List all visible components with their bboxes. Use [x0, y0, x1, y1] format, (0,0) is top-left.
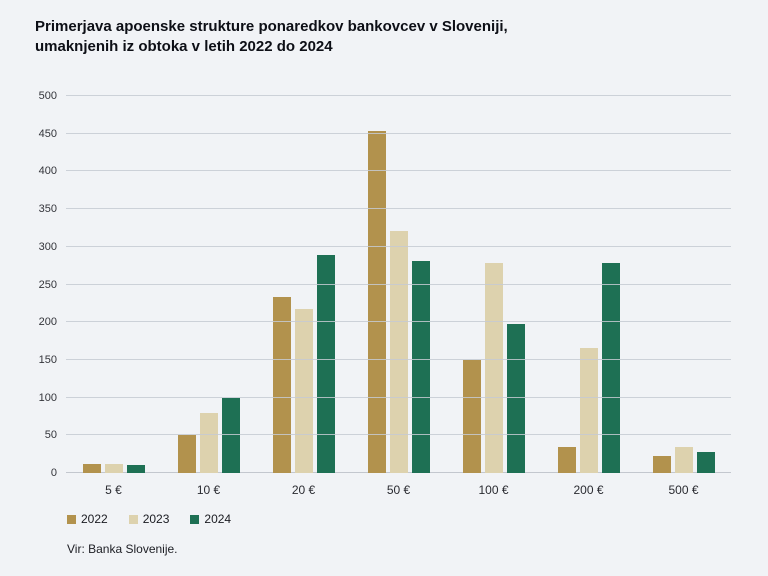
legend-label-2023: 2023 [142, 512, 170, 526]
gridline-400 [66, 170, 731, 172]
bar-group-50€: 50 € [351, 96, 446, 497]
bar-2023-5€ [104, 463, 123, 473]
bar-2022-200€ [557, 447, 576, 473]
bar-2023-100€ [484, 263, 503, 473]
legend-label-2022: 2022 [81, 512, 108, 526]
chart-title-line1: Primerjava apoenske strukture ponaredkov… [35, 18, 508, 35]
bar-group-5€: 5 € [66, 96, 161, 497]
bar-2022-10€ [177, 435, 196, 473]
source-note: Vir: Banka Slovenije. [67, 542, 178, 556]
x-tick-label-5€: 5 € [105, 483, 122, 497]
bar-2024-5€ [126, 465, 145, 473]
bar-2023-200€ [579, 347, 598, 473]
bar-2024-100€ [506, 323, 525, 473]
legend-swatch-2024 [190, 514, 200, 524]
bar-2023-20€ [294, 309, 313, 473]
bar-2022-50€ [367, 131, 386, 473]
y-tick-label-150: 150 [38, 353, 57, 366]
legend-item-2023: 2023 [128, 512, 170, 526]
gridline-250 [66, 283, 731, 285]
legend-item-2022: 2022 [67, 512, 108, 526]
bar-2024-10€ [221, 398, 240, 473]
x-tick-label-10€: 10 € [196, 483, 221, 497]
bar-2024-20€ [316, 255, 335, 473]
gridline-300 [66, 245, 731, 247]
bar-2023-50€ [389, 230, 408, 473]
x-tick-label-500€: 500 € [668, 483, 699, 497]
x-tick-label-100€: 100 € [478, 483, 509, 497]
y-tick-label-200: 200 [38, 316, 57, 329]
x-tick-label-50€: 50 € [386, 483, 411, 497]
bar-2023-500€ [674, 446, 693, 473]
y-tick-label-500: 500 [38, 90, 57, 102]
bar-2023-10€ [199, 412, 218, 473]
gridline-50 [66, 434, 731, 436]
chart-title-line2: umaknjenih iz obtoka v letih 2022 do 202… [35, 38, 333, 55]
y-tick-label-250: 250 [38, 278, 57, 291]
bar-group-10€: 10 € [161, 96, 256, 497]
bar-2022-500€ [652, 456, 671, 473]
legend-swatch-2022 [67, 514, 76, 524]
y-tick-label-350: 350 [38, 203, 57, 216]
bar-2024-50€ [411, 261, 430, 473]
y-tick-label-100: 100 [38, 391, 57, 404]
x-tick-label-200€: 200 € [573, 483, 604, 497]
gridline-150 [66, 358, 731, 360]
gridline-350 [66, 208, 731, 210]
bar-group-20€: 20 € [256, 96, 351, 497]
y-tick-label-300: 300 [38, 240, 57, 253]
gridline-100 [66, 396, 731, 398]
chart-title: Primerjava apoenske strukture ponaredkov… [35, 17, 508, 57]
legend-item-2024: 2024 [190, 512, 231, 526]
bar-2022-5€ [82, 463, 101, 473]
legend-label-2024: 2024 [204, 512, 232, 526]
y-tick-label-0: 0 [50, 467, 57, 479]
bar-group-100€: 100 € [446, 96, 541, 497]
bar-groups: 5 € 10 € 20 € 50 € 100 € 200 € 500 € [66, 96, 731, 497]
bar-2024-200€ [601, 263, 620, 473]
y-tick-label-50: 50 [44, 429, 57, 442]
gridline-500 [66, 95, 731, 96]
bar-group-200€: 200 € [541, 96, 636, 497]
x-tick-label-20€: 20 € [291, 483, 316, 497]
gridline-200 [66, 321, 731, 323]
bar-group-500€: 500 € [636, 96, 731, 497]
legend: 2022 2023 2024 [67, 512, 231, 526]
bar-2022-20€ [272, 296, 291, 473]
bar-2024-500€ [696, 451, 715, 473]
legend-swatch-2023 [128, 514, 138, 524]
gridline-450 [66, 132, 731, 134]
plot-area: 0 50 100 150 200 250 300 350 400 450 500 5 € 10 € 20 … [39, 90, 731, 497]
y-tick-label-450: 450 [38, 127, 57, 140]
y-tick-label-400: 400 [38, 165, 57, 178]
bar-2022-100€ [462, 359, 481, 473]
